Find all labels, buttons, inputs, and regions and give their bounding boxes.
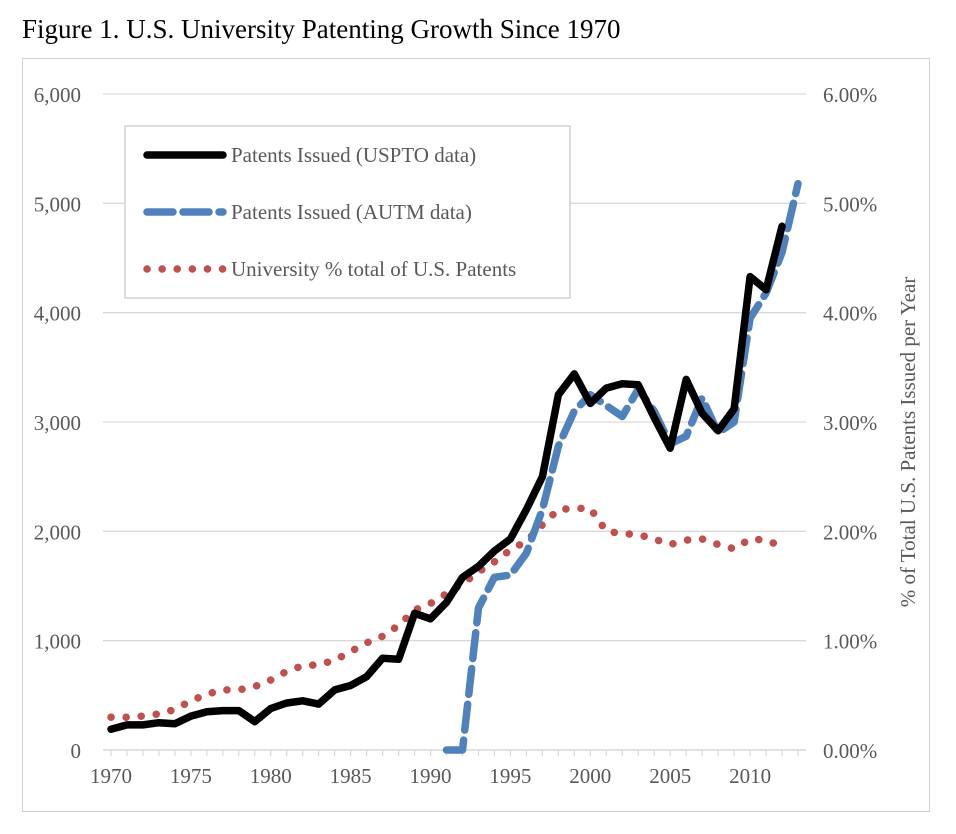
- x-tick-label: 1985: [330, 764, 372, 788]
- x-tick-label: 1995: [489, 764, 531, 788]
- y2-tick-label: 4.00%: [823, 302, 877, 326]
- legend-entry-label: University % total of U.S. Patents: [231, 257, 516, 281]
- x-tick-label: 1980: [250, 764, 292, 788]
- y-tick-label: 4,000: [34, 302, 81, 326]
- line-chart: 0 1,000 2,000 3,000 4,000 5,000 6,000 0.00% 1.00…: [34, 83, 920, 788]
- x-tick-label: 2000: [569, 764, 611, 788]
- y-tick-label: 1,000: [34, 630, 81, 654]
- legend: Patents Issued (USPTO data) Patents Issue…: [124, 125, 571, 299]
- x-tick-label: 1975: [170, 764, 212, 788]
- y-tick-label: 2,000: [34, 520, 81, 544]
- series-line-dotted: [107, 504, 786, 721]
- x-tick-label: 2005: [649, 764, 691, 788]
- series-group: [107, 179, 802, 754]
- y2-tick-label: 0.00%: [823, 739, 877, 763]
- legend-entry-label: Patents Issued (USPTO data): [231, 143, 476, 167]
- y2-tick-label: 6.00%: [823, 83, 877, 107]
- y-tick-label: 6,000: [34, 83, 81, 107]
- x-tick-label: 1970: [90, 764, 132, 788]
- y2-axis-title: % of Total U.S. Patents Issued per Year: [896, 277, 920, 608]
- x-tick-label: 1990: [410, 764, 452, 788]
- y-tick-label: 0: [71, 739, 82, 763]
- figure-title: Figure 1. U.S. University Patenting Grow…: [22, 14, 621, 44]
- y2-tick-label: 1.00%: [823, 630, 877, 654]
- chart-area: 0 1,000 2,000 3,000 4,000 5,000 6,000 0.00% 1.00…: [22, 58, 930, 812]
- y-tick-label: 5,000: [34, 192, 81, 216]
- axes: 0 1,000 2,000 3,000 4,000 5,000 6,000 0.00% 1.00…: [34, 83, 920, 788]
- y-tick-label: 3,000: [34, 411, 81, 435]
- x-tick-label: 2010: [729, 764, 771, 788]
- y2-tick-label: 3.00%: [823, 411, 877, 435]
- y2-tick-label: 2.00%: [823, 520, 877, 544]
- series-line-solid: [107, 222, 786, 733]
- legend-entry-label: Patents Issued (AUTM data): [231, 200, 472, 224]
- y2-tick-label: 5.00%: [823, 192, 877, 216]
